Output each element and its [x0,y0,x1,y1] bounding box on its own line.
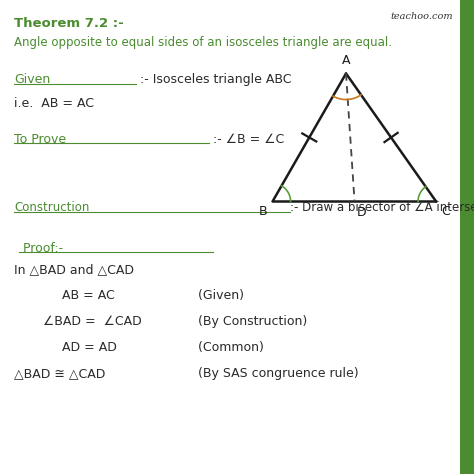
Text: ∠BAD =  ∠CAD: ∠BAD = ∠CAD [43,315,141,328]
Text: :- Draw a bisector of ∠A intersecting BC at D.: :- Draw a bisector of ∠A intersecting BC… [290,201,474,214]
Bar [460,0,474,474]
Text: Proof:-: Proof:- [19,242,63,255]
Text: B: B [259,205,267,218]
Text: AD = AD: AD = AD [62,341,117,354]
Text: Angle opposite to equal sides of an isosceles triangle are equal.: Angle opposite to equal sides of an isos… [14,36,392,48]
Text: A: A [342,54,350,67]
Text: To Prove: To Prove [14,133,66,146]
Text: AB = AC: AB = AC [62,289,114,302]
Text: Given: Given [14,73,50,86]
Text: △BAD ≅ △CAD: △BAD ≅ △CAD [14,367,106,380]
Text: i.e.  AB = AC: i.e. AB = AC [14,97,94,110]
Text: In △BAD and △CAD: In △BAD and △CAD [14,263,134,276]
Text: Theorem 7.2 :-: Theorem 7.2 :- [14,17,124,29]
Text: :- ∠B = ∠C: :- ∠B = ∠C [209,133,284,146]
Text: :- Isosceles triangle ABC: :- Isosceles triangle ABC [136,73,292,86]
Text: (Given): (Given) [190,289,244,302]
Text: C: C [441,205,450,218]
Text: (By Construction): (By Construction) [190,315,307,328]
Text: (Common): (Common) [190,341,264,354]
Text: (By SAS congruence rule): (By SAS congruence rule) [190,367,358,380]
Text: D: D [357,206,366,219]
Text: teachoo.com: teachoo.com [390,12,453,21]
Text: Construction: Construction [14,201,90,214]
